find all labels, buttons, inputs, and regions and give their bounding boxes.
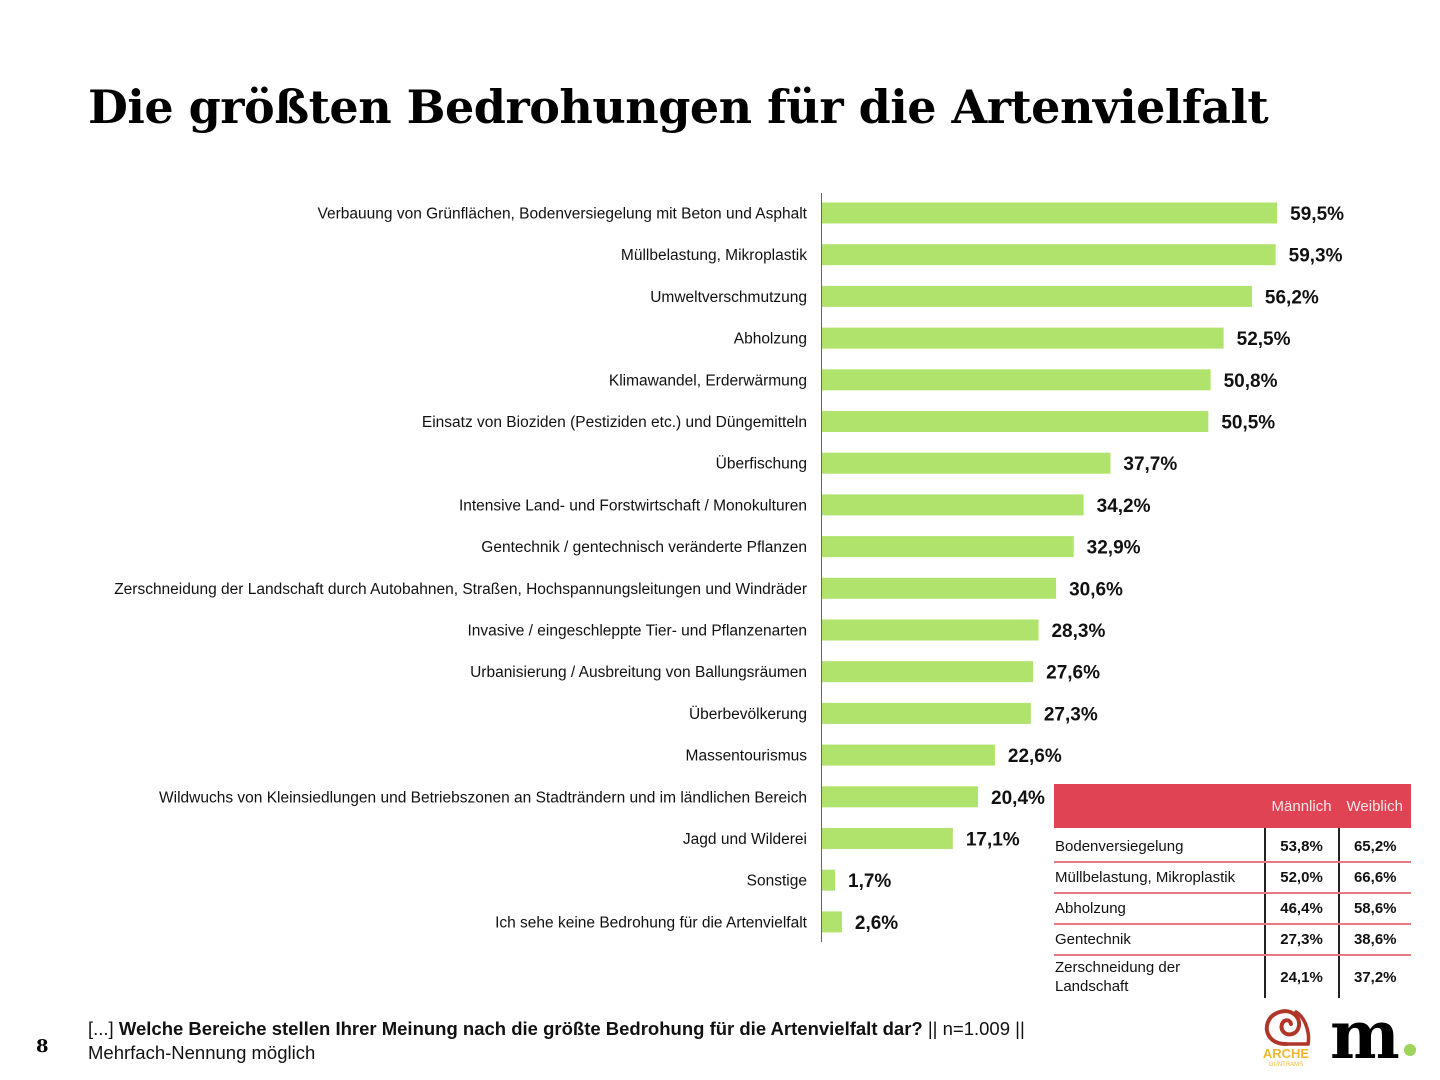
value-label: 56,2% [1265, 287, 1319, 308]
bar [822, 244, 1276, 266]
bar [822, 744, 995, 766]
header-blank [1054, 784, 1265, 828]
category-label: Verbauung von Grünflächen, Bodenversiege… [318, 206, 808, 223]
bar [822, 911, 842, 933]
value-label: 34,2% [1097, 496, 1151, 517]
value-label: 22,6% [1008, 746, 1062, 767]
male-value: 52,0% [1263, 862, 1339, 894]
bar [822, 369, 1211, 391]
footnote-sample: || n=1.009 || [922, 1018, 1025, 1039]
value-label: 59,5% [1290, 204, 1344, 225]
bar [822, 452, 1111, 474]
category-label: Wildwuchs von Kleinsiedlungen und Betrie… [159, 789, 807, 806]
value-label: 30,6% [1069, 579, 1123, 600]
category-label: Umweltverschmutzung [650, 289, 807, 306]
value-label: 1,7% [848, 871, 891, 892]
bars-group: Verbauung von Grünflächen, Bodenversiege… [114, 202, 1344, 934]
category-label: Urbanisierung / Ausbreitung von Ballungs… [470, 664, 807, 681]
arche-spiral-icon [1264, 1009, 1301, 1046]
footnote-multiple: Mehrfach-Nennung möglich [88, 1042, 316, 1063]
footnote-question: Welche Bereiche stellen Ihrer Meinung na… [118, 1018, 923, 1039]
male-value: 27,3% [1263, 924, 1339, 956]
bar [822, 327, 1224, 349]
table-row: Bodenversiegelung 53,8% 65,2% [1054, 828, 1411, 863]
category-label: Ich sehe keine Bedrohung für die Artenvi… [495, 914, 808, 931]
bar [822, 411, 1209, 432]
category-label: Sonstige [747, 873, 807, 890]
female-value: 37,2% [1337, 955, 1411, 998]
category-label: Zerschneidung der Landschaft durch Autob… [114, 581, 807, 598]
table-row: Abholzung 46,4% 58,6% [1054, 893, 1411, 925]
value-label: 27,3% [1044, 704, 1098, 725]
header-male: Männlich [1264, 784, 1339, 828]
arche-logo-text: ARCHE [1263, 1046, 1310, 1061]
row-name: Bodenversiegelung [1054, 828, 1265, 863]
m-logo-dot [1404, 1044, 1416, 1056]
category-label: Abholzung [734, 331, 807, 348]
category-label: Invasive / eingeschleppte Tier- und Pfla… [468, 623, 808, 640]
bar [822, 202, 1278, 224]
category-label: Massentourismus [686, 748, 808, 765]
male-value: 24,1% [1263, 955, 1339, 998]
m-logo-text: m [1330, 1008, 1400, 1068]
category-label: Gentechnik / gentechnisch veränderte Pfl… [481, 539, 807, 556]
value-label: 2,6% [855, 913, 898, 934]
category-label: Überfischung [716, 455, 807, 473]
female-value: 65,2% [1337, 828, 1411, 863]
row-name: Gentechnik [1054, 924, 1265, 956]
table-row: Gentechnik 27,3% 38,6% [1054, 924, 1411, 956]
bar [822, 285, 1252, 307]
bar [822, 702, 1031, 724]
value-label: 50,5% [1221, 413, 1275, 434]
value-label: 17,1% [966, 830, 1020, 851]
table-row: Müllbelastung, Mikroplastik 52,0% 66,6% [1054, 862, 1411, 894]
bar-chart: Verbauung von Grünflächen, Bodenversiege… [114, 193, 1344, 942]
bar [822, 536, 1074, 558]
bar [822, 494, 1084, 516]
row-name: Zerschneidung der Landschaft [1054, 955, 1265, 998]
footnote-prefix: [...] [88, 1018, 119, 1039]
female-value: 38,6% [1337, 924, 1411, 956]
header-female: Weiblich [1338, 784, 1411, 828]
gender-comparison-table: Männlich Weiblich Bodenversiegelung 53,8… [1054, 784, 1411, 998]
value-label: 50,8% [1224, 371, 1278, 392]
category-label: Intensive Land- und Forstwirtschaft / Mo… [459, 497, 807, 514]
male-value: 46,4% [1263, 893, 1339, 925]
value-label: 27,6% [1046, 663, 1100, 684]
page-number: 8 [36, 1036, 49, 1057]
bar [822, 619, 1039, 641]
arche-logo: ARCHE GUNTRAMS [1263, 1009, 1311, 1068]
m-logo: m [1330, 1008, 1416, 1068]
female-value: 66,6% [1337, 862, 1411, 894]
value-label: 52,5% [1237, 329, 1291, 350]
value-label: 59,3% [1289, 246, 1343, 267]
bar [822, 869, 836, 891]
row-name: Müllbelastung, Mikroplastik [1054, 862, 1265, 894]
category-label: Müllbelastung, Mikroplastik [621, 247, 807, 264]
footnote: [...] Welche Bereiche stellen Ihrer Mein… [88, 1017, 1208, 1065]
value-label: 37,7% [1123, 454, 1177, 475]
category-label: Jagd und Wilderei [683, 831, 807, 848]
bar [822, 828, 953, 849]
value-label: 28,3% [1051, 621, 1105, 642]
male-value: 53,8% [1263, 828, 1339, 863]
value-label: 32,9% [1087, 538, 1141, 559]
table-row: Zerschneidung der Landschaft 24,1% 37,2% [1054, 955, 1411, 998]
value-label: 20,4% [991, 788, 1045, 809]
bar [822, 786, 979, 808]
category-label: Überbevölkerung [689, 705, 807, 723]
bar [822, 577, 1057, 599]
category-label: Einsatz von Bioziden (Pestiziden etc.) u… [422, 414, 807, 431]
table-header-row: Männlich Weiblich [1054, 784, 1411, 828]
arche-logo-subtext: GUNTRAMS [1269, 1062, 1303, 1068]
bar [822, 661, 1034, 683]
row-name: Abholzung [1054, 893, 1265, 925]
category-label: Klimawandel, Erderwärmung [609, 372, 807, 389]
row-name-text: Zerschneidung der Landschaft [1055, 959, 1181, 995]
female-value: 58,6% [1337, 893, 1411, 925]
page-title: Die größten Bedrohungen für die Artenvie… [88, 80, 1269, 134]
